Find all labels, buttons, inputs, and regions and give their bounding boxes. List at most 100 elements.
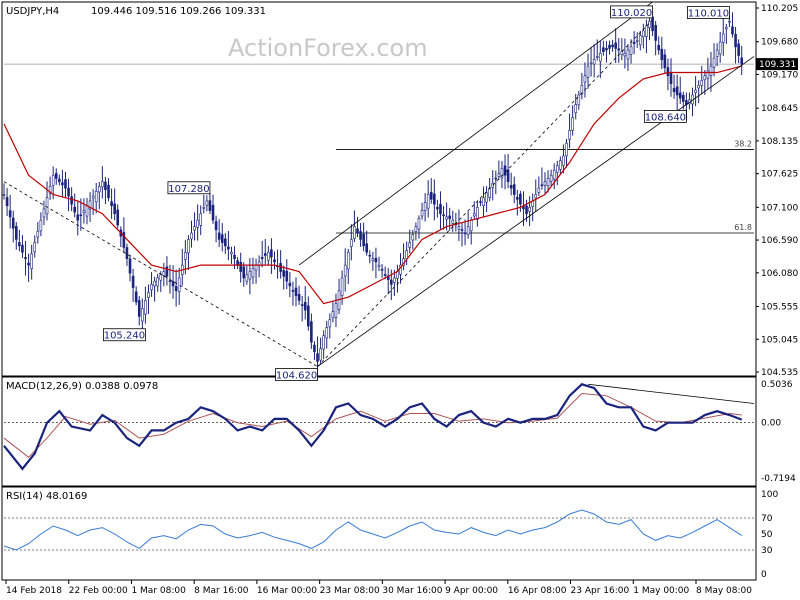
candle-body — [420, 210, 424, 217]
last-price-tag — [756, 58, 798, 71]
macd-line — [3, 383, 743, 471]
candle-body — [340, 277, 344, 296]
candle-body — [171, 280, 175, 287]
macd-axis-label: 0.00 — [761, 419, 781, 429]
price-axis-label: 107.100 — [761, 203, 798, 213]
watermark: ActionForex.com — [228, 34, 428, 62]
candle-body — [657, 45, 661, 51]
candle-body — [700, 80, 704, 86]
candle-body — [107, 184, 110, 199]
candle-body — [635, 40, 639, 42]
trendline — [3, 181, 318, 367]
candle-body — [245, 274, 249, 282]
candle-body — [356, 228, 359, 234]
candle-body — [512, 184, 516, 195]
candle-body — [580, 85, 584, 94]
candle-body — [411, 234, 415, 241]
candle-body — [316, 353, 319, 362]
candle-body — [168, 280, 172, 283]
candle-body — [503, 165, 507, 176]
candle-body — [2, 194, 6, 196]
candle-body — [362, 233, 365, 247]
candle-body — [565, 142, 568, 157]
candle-body — [196, 219, 199, 228]
price-axis-label: 104.535 — [761, 368, 798, 378]
candle-body — [516, 197, 519, 200]
price-axis-label: 108.645 — [761, 104, 798, 114]
candle-body — [359, 231, 362, 240]
candle-body — [297, 294, 301, 301]
candle-body — [494, 177, 498, 180]
candle-body — [58, 178, 61, 182]
candle-body — [672, 88, 676, 93]
candle-body — [374, 258, 378, 263]
candle-body — [715, 49, 719, 57]
candle-body — [162, 271, 166, 276]
candle-body — [721, 33, 725, 43]
swing-label: 110.020 — [611, 8, 652, 19]
candle-body — [433, 193, 436, 205]
candle-body — [577, 94, 581, 106]
candle-body — [626, 49, 630, 60]
candle-body — [393, 277, 396, 283]
price-axis-label: 108.135 — [761, 137, 798, 147]
candle-body — [654, 25, 657, 41]
candle-body — [141, 308, 144, 322]
candle-body — [282, 270, 286, 277]
candle-body — [147, 292, 150, 298]
candle-body — [187, 239, 190, 254]
candle-body — [128, 258, 132, 274]
candle-body — [42, 208, 46, 218]
candle-body — [476, 207, 479, 220]
candle-body — [371, 258, 375, 261]
candle-body — [555, 165, 559, 173]
last-price-value: 109.331 — [759, 60, 796, 70]
candle-body — [159, 274, 163, 281]
candle-body — [525, 205, 528, 215]
candle-body — [319, 348, 322, 361]
candle-body — [328, 319, 332, 328]
candle-body — [110, 201, 113, 207]
candle-body — [506, 169, 510, 182]
time-axis-label: 8 Mar 16:00 — [194, 586, 249, 596]
candle-body — [439, 203, 442, 215]
candle-body — [61, 182, 64, 186]
candle-body — [429, 191, 433, 200]
price-panel — [1, 1, 757, 377]
macd-divergence-line — [587, 383, 755, 404]
candle-body — [389, 279, 393, 285]
candle-body — [562, 155, 565, 166]
candle-body — [534, 194, 538, 199]
candle-body — [251, 268, 255, 278]
candle-body — [414, 226, 418, 232]
time-axis-label: 1 Mar 08:00 — [131, 586, 186, 596]
candle-body — [217, 232, 221, 240]
candle-body — [451, 219, 455, 224]
candle-body — [202, 207, 206, 209]
candle-body — [113, 203, 116, 215]
price-axis-label: 109.680 — [761, 38, 798, 48]
candle-body — [675, 86, 679, 96]
candle-body — [599, 52, 602, 62]
swing-label: 104.620 — [276, 371, 317, 382]
candle-body — [165, 266, 169, 277]
candle-body — [97, 186, 101, 193]
swing-label: 108.640 — [645, 112, 686, 123]
candle-body — [310, 321, 313, 343]
candle-body — [33, 242, 37, 253]
candle-body — [703, 75, 707, 81]
candle-body — [263, 253, 267, 256]
swing-label-box — [643, 110, 687, 123]
candle-body — [27, 262, 30, 266]
candle-body — [463, 232, 467, 235]
price-axis-label: 106.590 — [761, 236, 798, 246]
candle-body — [706, 70, 710, 79]
swing-label-box — [167, 181, 211, 195]
candle-body — [472, 213, 476, 217]
candle-body — [740, 57, 744, 65]
symbol-label: USDJPY,H4 — [6, 6, 59, 17]
candle-body — [73, 206, 76, 213]
candle-body — [614, 42, 617, 49]
candle-body — [79, 214, 83, 217]
